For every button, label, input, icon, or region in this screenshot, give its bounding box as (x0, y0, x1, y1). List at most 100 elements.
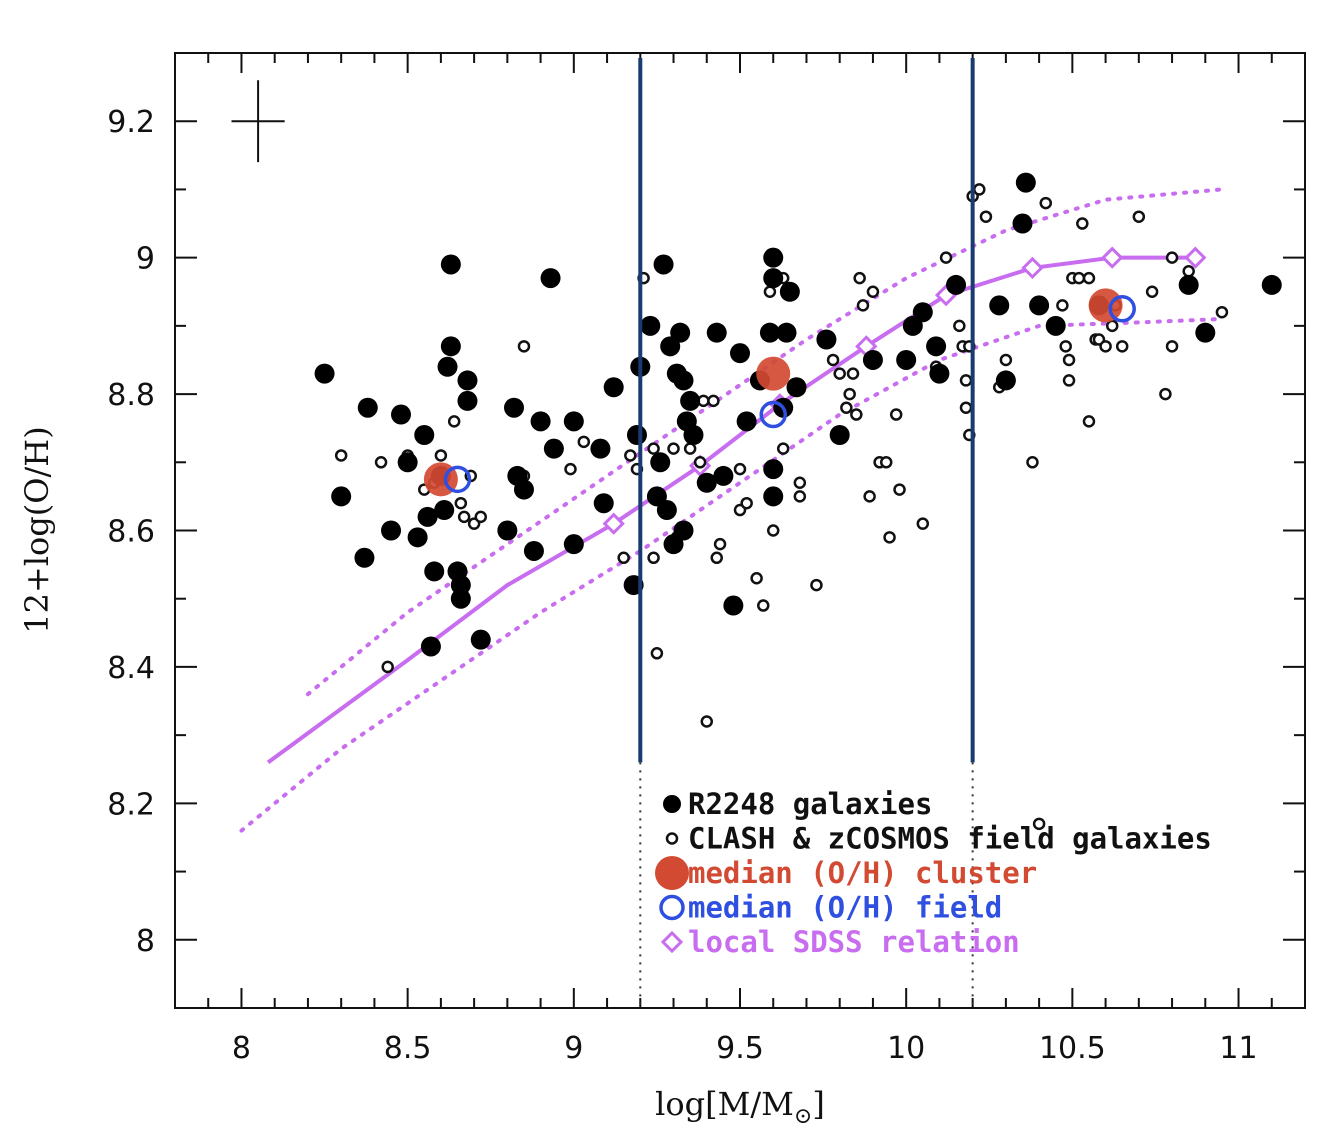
cluster-galaxy-point (929, 363, 950, 384)
field-galaxy-point (740, 496, 753, 510)
cluster-galaxy-point (1261, 274, 1282, 295)
x-tick-label: 10.5 (1039, 1031, 1106, 1066)
cluster-galaxy-point (1029, 295, 1050, 316)
cluster-galaxy-point (513, 479, 534, 500)
field-galaxy-point (879, 456, 893, 469)
field-galaxy-point (843, 387, 856, 401)
field-galaxy-point (1032, 817, 1046, 831)
field-galaxy-point (713, 537, 727, 551)
field-galaxy-point (647, 442, 660, 455)
legend-label: CLASH & zCOSMOS field galaxies (688, 822, 1212, 856)
field-galaxy-point (647, 551, 660, 565)
field-galaxy-point (793, 490, 807, 503)
legend-label: R2248 galaxies (688, 787, 932, 821)
cluster-galaxy-point (440, 336, 461, 357)
field-galaxy-point (564, 462, 577, 476)
y-tick-label: 8.2 (107, 787, 155, 822)
field-galaxy-point (374, 456, 388, 469)
legend-marker-field (659, 894, 685, 921)
cluster-galaxy-point (603, 377, 624, 398)
field-galaxy-point (1182, 265, 1195, 278)
field-galaxy-point (840, 401, 853, 414)
cluster-galaxy-point (434, 500, 455, 521)
cluster-galaxy-point (653, 254, 674, 275)
field-galaxy-point (1082, 271, 1096, 285)
field-galaxy-point (1115, 340, 1129, 353)
cluster-galaxy-point (730, 343, 750, 364)
field-galaxy-point (434, 449, 448, 462)
cluster-galaxy-point (437, 356, 458, 377)
field-galaxy-point (1039, 196, 1053, 210)
field-galaxy-point (766, 524, 780, 537)
x-axis-title-close: ] (812, 1085, 824, 1123)
field-galaxy-point (1099, 340, 1112, 353)
cluster-galaxy-point (673, 520, 694, 541)
field-galaxy-point (1062, 374, 1076, 387)
cluster-galaxy-point (656, 500, 677, 521)
field-galaxy-point (1026, 456, 1039, 469)
field-galaxy-point (750, 572, 763, 585)
field-galaxy-point (810, 578, 823, 592)
field-median-point (443, 465, 472, 494)
cluster-galaxy-point (926, 336, 947, 357)
field-galaxy-point (624, 449, 637, 462)
cluster-galaxy-point (862, 349, 883, 370)
cluster-galaxy-point (420, 636, 441, 657)
field-galaxy-point (850, 408, 863, 421)
cluster-galaxy-point (713, 465, 734, 486)
cluster-median-point (756, 356, 791, 391)
cluster-galaxy-point (816, 329, 837, 350)
cluster-galaxy-point (626, 425, 647, 445)
field-galaxy-point (454, 496, 468, 510)
cluster-galaxy-point (763, 486, 784, 507)
sdss-relation (239, 187, 1224, 833)
field-galaxy-point (889, 408, 903, 421)
cluster-galaxy-point (680, 390, 701, 411)
cluster-galaxy-point (563, 534, 584, 555)
field-galaxy-point (1132, 210, 1146, 223)
cluster-galaxy-point (470, 629, 491, 650)
cluster-galaxy-point (650, 452, 671, 473)
field-galaxy-point (916, 517, 930, 530)
legend-marker-filled-circle (663, 795, 681, 813)
field-galaxy-point (763, 285, 777, 298)
field-galaxy-point (447, 415, 461, 428)
field-galaxy-point (1165, 251, 1179, 264)
field-galaxy-point (710, 551, 723, 565)
y-tick-label: 8 (136, 924, 155, 959)
cluster-galaxy-point (829, 425, 850, 445)
cluster-galaxy-point (1178, 274, 1199, 295)
cluster-galaxy-point (540, 268, 561, 289)
field-galaxy-point (973, 183, 986, 196)
cluster-galaxy-point (683, 425, 704, 445)
x-tick-label: 8.5 (384, 1031, 432, 1066)
field-galaxy-point (457, 510, 471, 524)
y-axis-title: 12+log(O/H) (18, 426, 56, 633)
field-galaxy-point (334, 449, 348, 462)
cluster-galaxy-point (593, 493, 614, 514)
cluster-galaxy-point (763, 247, 784, 268)
field-galaxy-point (979, 210, 993, 223)
cluster-galaxy-point (1045, 315, 1066, 336)
cluster-galaxy-point (414, 425, 435, 445)
y-tick-label: 8.4 (107, 651, 155, 686)
cluster-galaxy-point (457, 390, 478, 411)
field-galaxy-point (1215, 305, 1229, 319)
cluster-galaxy-point (912, 302, 933, 323)
cluster-galaxy-point (723, 595, 744, 616)
x-tick-labels: 8 8.5 9 9.5 10 10.5 11 (232, 1031, 1258, 1066)
sdss-diamond-point (602, 512, 625, 535)
cluster-galaxy-point (989, 295, 1010, 316)
y-tick-label: 9 (136, 242, 155, 277)
cluster-galaxy-point (779, 281, 800, 302)
y-tick-label: 8.6 (107, 515, 155, 550)
cluster-galaxy-point (946, 274, 967, 295)
legend-marker-open-circle (665, 832, 679, 845)
cluster-galaxy-point (504, 397, 524, 418)
cluster-galaxy-point (407, 527, 428, 548)
field-galaxy-point (1082, 415, 1096, 428)
field-galaxy-point (833, 367, 846, 380)
field-galaxy-point (693, 456, 707, 469)
field-galaxy-point (953, 319, 966, 333)
field-galaxy-point (474, 510, 488, 524)
